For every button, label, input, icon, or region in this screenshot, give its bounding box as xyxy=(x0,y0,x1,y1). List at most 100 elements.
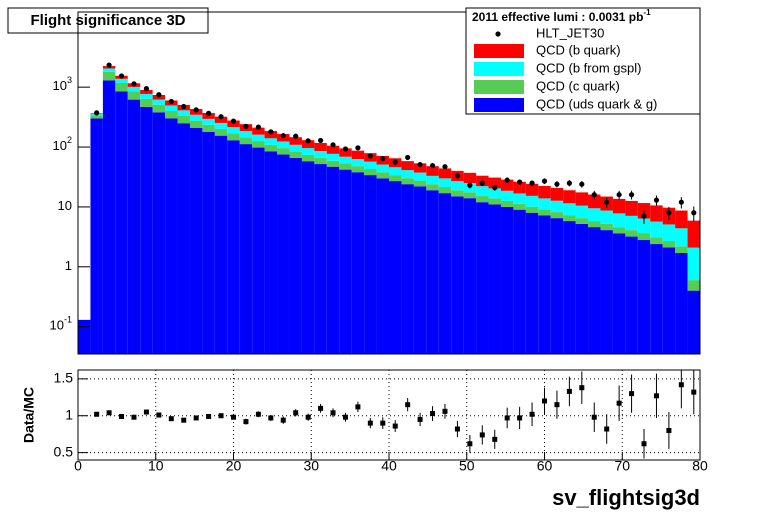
data-point xyxy=(193,107,199,113)
histogram-bar xyxy=(438,187,452,194)
histogram-bar xyxy=(177,123,190,355)
histogram-bar xyxy=(351,159,365,167)
histogram-bar xyxy=(600,230,613,354)
histogram-bar xyxy=(500,206,514,354)
histogram-bar xyxy=(351,150,365,160)
histogram-bar xyxy=(538,185,551,199)
x-axis-label: sv_flightsig3d xyxy=(552,485,700,510)
data-point xyxy=(479,432,485,438)
histogram-bar xyxy=(500,179,514,191)
data-point xyxy=(268,129,274,135)
histogram-bar xyxy=(301,161,315,354)
histogram-bar xyxy=(239,144,253,354)
data-point xyxy=(392,159,398,165)
y-tick-label: 10 xyxy=(58,198,72,213)
y-axis-label: Data/MC xyxy=(21,387,37,443)
data-point xyxy=(280,133,286,139)
data-point xyxy=(330,410,336,416)
legend-label: QCD (b quark) xyxy=(536,42,621,57)
histogram-bar xyxy=(600,223,613,231)
histogram-bar xyxy=(301,148,315,155)
histogram-bar xyxy=(165,105,178,111)
data-point xyxy=(243,419,249,425)
histogram-bar xyxy=(177,116,190,124)
histogram-bar xyxy=(339,163,352,170)
histogram-bar xyxy=(264,138,278,145)
histogram-bar xyxy=(650,237,663,245)
histogram-bar xyxy=(637,218,651,234)
histogram-bar xyxy=(177,110,190,117)
x-tick-label: 20 xyxy=(226,458,242,474)
histogram-bar xyxy=(214,122,228,129)
data-point xyxy=(579,181,585,187)
histogram-bar xyxy=(227,120,240,128)
histogram-bar xyxy=(264,151,278,354)
data-point xyxy=(529,180,535,186)
histogram-bar xyxy=(364,168,377,176)
legend-swatch xyxy=(474,62,524,76)
data-point xyxy=(517,179,523,185)
legend-box xyxy=(465,7,701,115)
x-tick-label: 40 xyxy=(381,458,397,474)
data-point xyxy=(417,161,423,168)
data-point xyxy=(591,414,597,420)
histogram-bar xyxy=(102,71,116,81)
histogram-bar xyxy=(413,172,427,181)
data-point xyxy=(119,413,125,419)
histogram-bar xyxy=(189,114,203,121)
data-point xyxy=(666,427,672,433)
histogram-bar xyxy=(550,212,564,219)
histogram-bar xyxy=(264,144,278,152)
histogram-bar xyxy=(314,142,327,151)
data-point xyxy=(429,163,436,169)
data-point xyxy=(106,410,112,416)
histogram-bar xyxy=(189,120,203,128)
x-tick-label: 30 xyxy=(303,458,319,474)
data-point xyxy=(181,103,187,110)
histogram-bar xyxy=(687,220,700,248)
data-point xyxy=(430,411,436,417)
histogram-bar xyxy=(488,198,501,205)
histogram-bar xyxy=(675,228,688,247)
data-point xyxy=(231,414,236,420)
data-point xyxy=(604,199,610,205)
histogram-bar xyxy=(588,227,601,354)
histogram-bar xyxy=(401,161,414,171)
histogram-bar xyxy=(252,141,265,148)
histogram-bar xyxy=(252,147,265,354)
data-point xyxy=(317,137,324,144)
data-point xyxy=(629,391,635,397)
histogram-bar xyxy=(538,209,551,216)
histogram-bar xyxy=(314,164,327,354)
histogram-bar xyxy=(140,89,153,94)
y-tick-label: 1.5 xyxy=(54,370,74,386)
legend-label: QCD (uds quark & g) xyxy=(536,96,657,111)
data-point xyxy=(156,92,162,98)
histogram-bar xyxy=(401,178,414,185)
histogram-bar xyxy=(563,215,576,222)
legend-title-text: 2011 effective lumi : 0.0031 pb xyxy=(472,10,643,24)
histogram-bar xyxy=(612,227,626,234)
histogram-bar xyxy=(364,175,377,354)
histogram-bar xyxy=(277,154,290,354)
histogram-bar xyxy=(550,218,564,354)
data-point xyxy=(118,73,125,79)
histogram-bar xyxy=(513,193,526,204)
data-point xyxy=(243,123,249,129)
data-point xyxy=(653,393,659,399)
x-tick-label: 80 xyxy=(692,458,708,474)
legend-label: HLT_JET30 xyxy=(536,25,604,40)
histogram-bar xyxy=(451,196,464,354)
histogram-bar xyxy=(538,215,551,354)
data-point xyxy=(367,420,373,426)
histogram-bar xyxy=(202,118,215,125)
data-point xyxy=(454,426,460,432)
data-point xyxy=(504,177,510,183)
histogram-bar xyxy=(625,215,638,231)
legend-marker xyxy=(495,31,501,37)
histogram-bar xyxy=(214,135,228,354)
histogram-bar xyxy=(401,170,414,179)
histogram-bar xyxy=(339,156,352,164)
data-point xyxy=(280,417,286,423)
